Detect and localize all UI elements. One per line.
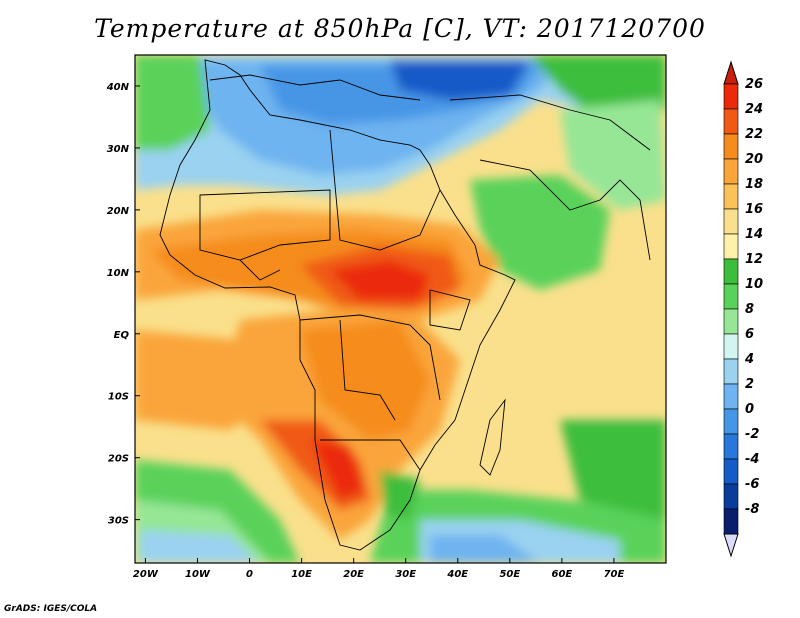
lat-tick-label: 30S <box>108 516 129 527</box>
colorbar-swatch <box>723 308 739 335</box>
colorbar-label: -2 <box>745 427 759 442</box>
lat-tick-label: 20N <box>107 206 130 217</box>
colorbar-label: 14 <box>745 227 763 242</box>
colorbar-label: 22 <box>745 127 763 142</box>
colorbar-bottom-arrow <box>723 533 739 558</box>
colorbar-swatch <box>723 408 739 435</box>
colorbar-swatch <box>723 108 739 135</box>
lat-tick-label: 40N <box>106 82 130 93</box>
longitude-axis: 20W 10W 0 10E 20E 30E 40E 50E 60E 70E <box>133 558 625 580</box>
colorbar-label: 8 <box>745 302 754 317</box>
colorbar-label: 12 <box>745 252 763 267</box>
latitude-axis: 40N 30N 20N 10N EQ 10S 20S 30S <box>106 82 140 527</box>
colorbar-label: -6 <box>745 477 759 492</box>
lat-tick-label: EQ <box>114 330 130 341</box>
colorbar-swatch <box>723 258 739 285</box>
lat-tick-label: 20S <box>108 454 129 465</box>
lon-tick-label: 70E <box>604 569 625 580</box>
map-title: Temperature at 850hPa [C], VT: 201712070… <box>94 14 706 43</box>
colorbar-swatch <box>723 158 739 185</box>
colorbar-top-arrow <box>723 60 739 85</box>
colorbar-swatch <box>723 183 739 210</box>
colorbar-swatch <box>723 83 739 110</box>
grads-credit: GrADS: IGES/COLA <box>4 604 98 614</box>
colorbar-swatch <box>723 333 739 360</box>
colorbar-swatch <box>723 283 739 310</box>
lon-tick-label: 50E <box>499 569 520 580</box>
lon-tick-label: 10W <box>185 569 211 580</box>
colorbar-swatch <box>723 133 739 160</box>
colorbar-label: 20 <box>745 152 763 167</box>
colorbar-swatch <box>723 358 739 385</box>
temperature-field <box>135 55 666 563</box>
lon-tick-label: 20W <box>133 569 159 580</box>
lat-tick-label: 30N <box>107 144 130 155</box>
lon-tick-label: 10E <box>291 569 312 580</box>
map-frame <box>134 54 667 564</box>
lon-tick-label: 20E <box>343 569 364 580</box>
colorbar-label: 26 <box>745 77 763 92</box>
colorbar-swatch <box>723 383 739 410</box>
colorbar-label: 24 <box>745 102 763 117</box>
colorbar-label: 2 <box>745 377 754 392</box>
colorbar-label: 0 <box>745 402 754 417</box>
colorbar-label: 4 <box>744 352 754 367</box>
lon-tick-label: 30E <box>395 569 416 580</box>
lon-tick-label: 40E <box>446 569 468 580</box>
colorbar-swatch <box>723 458 739 485</box>
colorbar-label: 18 <box>745 177 763 192</box>
lat-tick-label: 10N <box>107 268 130 279</box>
lat-tick-label: 10S <box>108 392 129 403</box>
colorbar-swatch <box>723 483 739 510</box>
lon-tick-label: 0 <box>246 569 253 580</box>
colorbar-swatch <box>723 208 739 235</box>
colorbar-swatch <box>723 508 739 535</box>
colorbar-label: -8 <box>745 502 759 517</box>
colorbar-label: 6 <box>745 327 754 342</box>
lon-tick-label: 60E <box>552 569 573 580</box>
colorbar-label: 16 <box>745 202 763 217</box>
colorbar-label: 10 <box>745 277 763 292</box>
colorbar-label: -4 <box>745 452 759 467</box>
colorbar-swatch <box>723 433 739 460</box>
colorbar-swatch <box>723 233 739 260</box>
